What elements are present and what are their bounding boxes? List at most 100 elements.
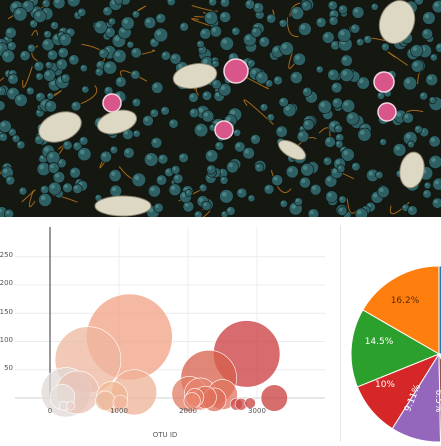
bacteria-cell-highlight	[16, 10, 21, 15]
bacteria-cell-highlight	[44, 41, 48, 45]
bacteria-cell-highlight	[204, 203, 207, 206]
bubble-chart[interactable]: 0 1000 2000 3000 50 100 150 200 250 OTU …	[0, 217, 340, 442]
bacteria-cell-highlight	[230, 54, 234, 58]
bacteria-cell-highlight	[296, 199, 299, 202]
bacteria-cell	[110, 146, 118, 154]
bacteria-cell-highlight	[236, 143, 240, 147]
bacteria-cell-highlight	[171, 121, 174, 124]
bacteria-cell-highlight	[344, 102, 349, 107]
bacteria-cell-highlight	[213, 61, 216, 64]
bacteria-cell	[332, 98, 343, 109]
bacteria-cell	[301, 163, 314, 176]
pink-cluster	[215, 121, 233, 139]
bacteria-cell	[194, 123, 208, 137]
bacteria-cell-highlight	[3, 169, 7, 173]
bacteria-cell-highlight	[333, 169, 337, 173]
bacteria-cell-highlight	[202, 30, 206, 34]
bacteria-cell-highlight	[383, 44, 386, 47]
bacteria-cell	[123, 148, 134, 159]
bacteria-cell-highlight	[80, 150, 85, 155]
bacteria-cell-highlight	[81, 138, 84, 141]
bacteria-cell	[335, 140, 343, 148]
bacteria-cell	[220, 176, 228, 184]
bacteria-cell-highlight	[253, 29, 257, 33]
bacteria-cell-highlight	[327, 177, 331, 181]
bacteria-cell-highlight	[409, 207, 412, 210]
bacteria-cell	[233, 129, 240, 136]
bacteria-cell	[403, 113, 414, 124]
bacteria-cell	[73, 184, 83, 194]
bacteria-cell	[279, 97, 289, 107]
bacteria-cell-highlight	[18, 142, 21, 145]
bacteria-cell-highlight	[4, 52, 9, 57]
bacteria-cell-highlight	[431, 138, 435, 142]
bacteria-cell	[403, 77, 417, 91]
bacteria-cell	[210, 26, 221, 37]
bacteria-cell	[377, 186, 389, 198]
bacteria-cell	[364, 35, 372, 43]
bacteria-cell-highlight	[0, 134, 3, 137]
bacteria-cell-highlight	[312, 186, 316, 190]
bacteria-cell	[325, 137, 336, 148]
bacteria-cell-highlight	[435, 180, 439, 184]
bacteria-cell	[290, 71, 302, 83]
bacteria-cell-highlight	[125, 149, 129, 153]
bacteria-cell-highlight	[222, 192, 227, 197]
bacteria-cell	[170, 53, 181, 64]
bacteria-cell-highlight	[413, 62, 417, 66]
bacteria-cell-highlight	[67, 30, 70, 33]
bacteria-cell	[410, 44, 423, 57]
bacteria-cell-highlight	[185, 203, 189, 207]
bacteria-cell-highlight	[74, 143, 77, 146]
bacteria-cell-highlight	[36, 63, 40, 67]
bacteria-cell-highlight	[212, 28, 216, 32]
bacteria-cell-highlight	[336, 160, 340, 164]
bacteria-cell	[393, 143, 406, 156]
bacteria-cell	[272, 175, 283, 186]
bacteria-cell-highlight	[155, 205, 158, 208]
bacteria-cell	[63, 183, 73, 193]
bacteria-cell	[294, 198, 302, 206]
bacteria-cell	[115, 77, 126, 88]
bacteria-cell-highlight	[317, 67, 320, 70]
bacteria-cell-highlight	[111, 172, 115, 176]
bacteria-cell	[6, 176, 15, 185]
bacteria-cell-highlight	[134, 12, 137, 15]
bacteria-cell	[322, 32, 334, 44]
bacteria-cell-highlight	[274, 47, 278, 51]
bacteria-cell-highlight	[50, 184, 55, 189]
bacteria-cell-highlight	[246, 36, 251, 41]
bacteria-cell-highlight	[379, 93, 382, 96]
bacteria-cell-highlight	[166, 169, 169, 172]
bacteria-cell-highlight	[340, 31, 345, 36]
bacteria-cell	[408, 141, 415, 148]
bacteria-cell-highlight	[1, 122, 5, 126]
bacteria-cell	[58, 47, 69, 58]
bacteria-cell-highlight	[226, 117, 230, 121]
bacteria-cell	[47, 50, 57, 60]
bacteria-cell-highlight	[424, 191, 427, 194]
pie-chart[interactable]: 16.2% 14.5% 10% 9.11% 6.5%	[341, 217, 441, 442]
bacteria-cell-highlight	[221, 178, 224, 181]
bacteria-cell-highlight	[431, 55, 434, 58]
bacteria-cell-highlight	[162, 108, 165, 111]
bacteria-cell-highlight	[186, 191, 189, 194]
bacteria-cell-highlight	[115, 36, 120, 41]
bacteria-cell	[169, 184, 181, 196]
bacteria-cell	[20, 51, 30, 61]
bacteria-cell-highlight	[9, 43, 12, 46]
bacteria-cell	[329, 16, 338, 25]
bacteria-cell-highlight	[60, 49, 64, 53]
bacteria-cell-highlight	[330, 2, 333, 5]
bacteria-cell	[411, 60, 423, 72]
bacteria-cell-highlight	[428, 76, 432, 80]
y-tick-label: 150	[0, 308, 13, 316]
bacteria-cell-highlight	[405, 114, 409, 118]
bacteria-cell-highlight	[369, 171, 373, 175]
pie-slices	[351, 266, 441, 442]
x-tick-label: 0	[48, 407, 52, 415]
bacteria-cell	[335, 125, 343, 133]
bacteria-cell-highlight	[147, 155, 152, 160]
bacteria-cell-highlight	[134, 100, 137, 103]
bacteria-cell	[202, 91, 212, 101]
